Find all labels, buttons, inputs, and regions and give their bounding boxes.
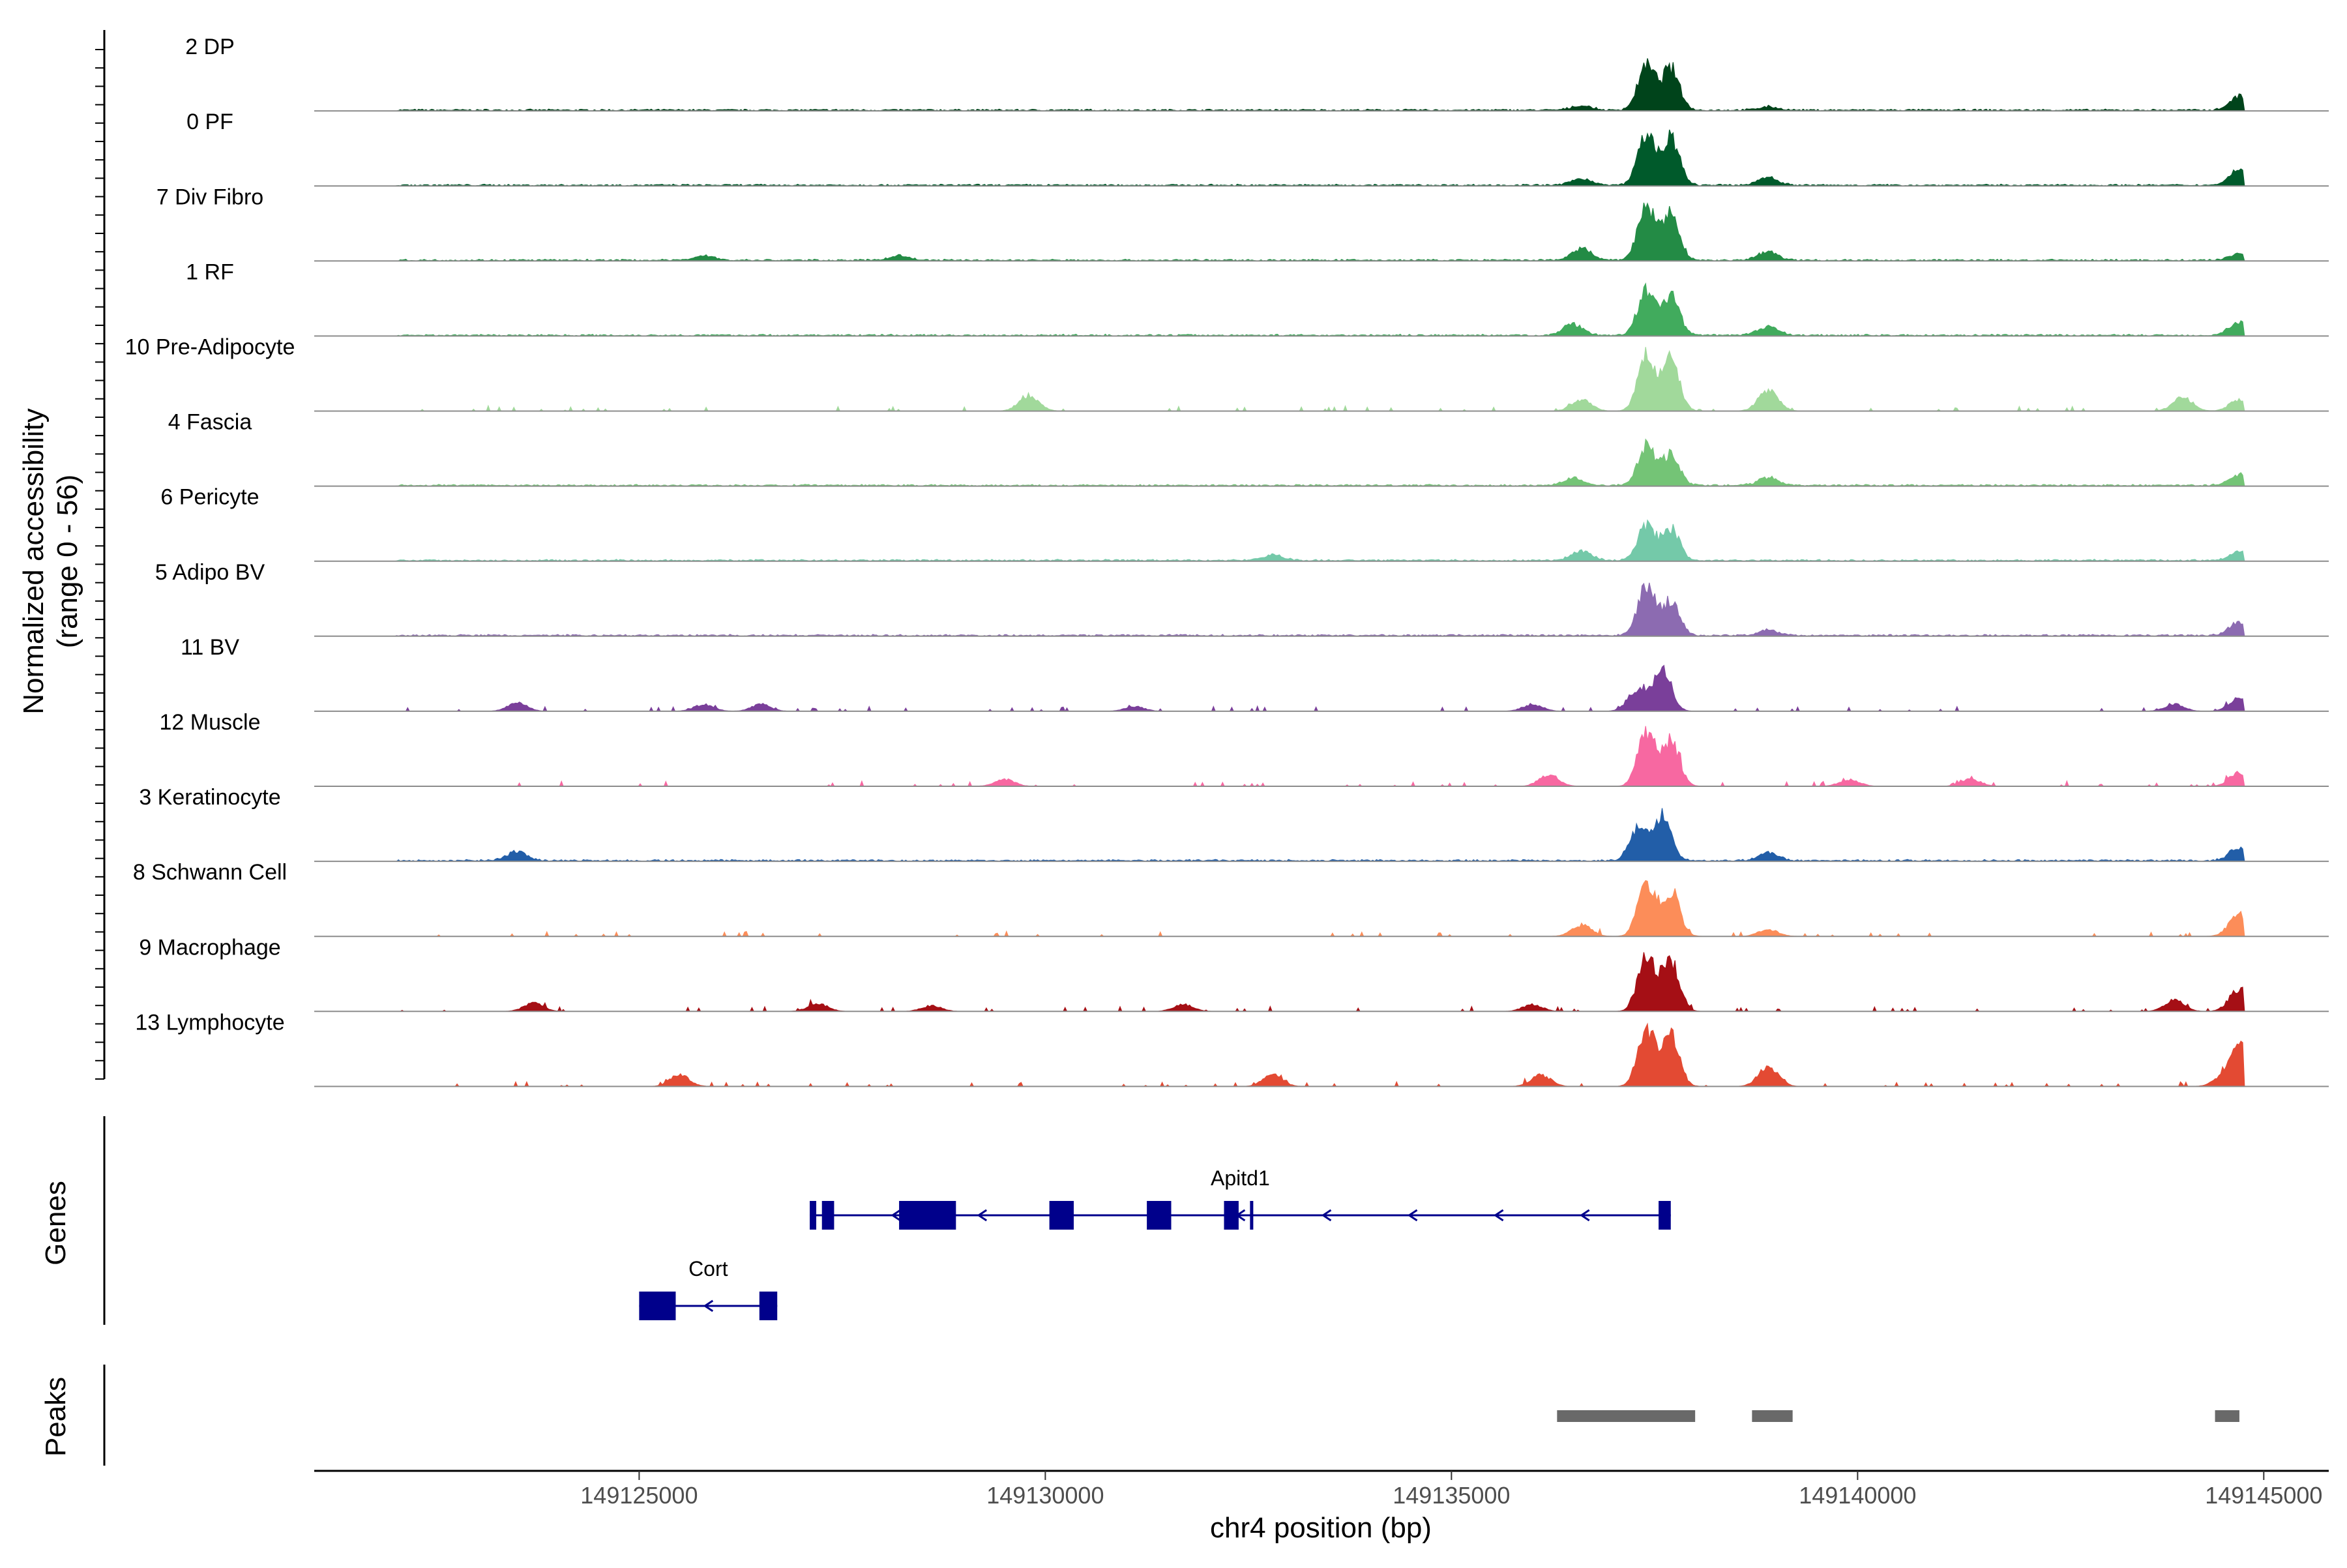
track-0-pf: 0 PF <box>186 110 2329 187</box>
coverage-area <box>314 438 2329 487</box>
exon <box>639 1292 676 1320</box>
track-label: 13 Lymphocyte <box>135 1010 284 1035</box>
coverage-area <box>314 58 2329 111</box>
peak-region <box>1752 1410 1793 1422</box>
track-12-muscle: 12 Muscle <box>160 710 2329 787</box>
y-axis-range-label: (range 0 - 56) <box>52 475 83 649</box>
peak-region <box>2215 1410 2239 1422</box>
track-4-fascia: 4 Fascia <box>168 410 2329 487</box>
track-10-pre-adipocyte: 10 Pre-Adipocyte <box>125 335 2329 412</box>
exon <box>1659 1201 1671 1230</box>
strand-arrow <box>703 1299 714 1312</box>
genes-track-label: Genes <box>40 1181 72 1265</box>
track-label: 10 Pre-Adipocyte <box>125 335 295 360</box>
track-label: 1 RF <box>186 259 234 284</box>
coverage-area <box>314 129 2329 186</box>
x-tick-label: 149130000 <box>986 1482 1104 1509</box>
track-label: 5 Adipo BV <box>155 560 265 585</box>
track-1-rf: 1 RF <box>186 259 2329 337</box>
coverage-area <box>314 519 2329 562</box>
track-label: 7 Div Fibro <box>156 185 263 209</box>
strand-arrow <box>1579 1209 1590 1222</box>
track-11-bv: 11 BV <box>181 635 2329 713</box>
track-13-lymphocyte: 13 Lymphocyte <box>135 1010 2329 1087</box>
track-label: 9 Macrophage <box>139 935 280 960</box>
gene-name-label: Cort <box>688 1257 728 1280</box>
strand-arrow <box>1321 1209 1332 1222</box>
coverage-tracks: 2 DP 0 PF 7 Div Fibro 1 RF 10 Pre-Adipocyte 4… <box>125 35 2329 1087</box>
track-8-schwann-cell: 8 Schwann Cell <box>133 860 2329 938</box>
coverage-area <box>314 282 2329 337</box>
strand-arrow <box>891 1209 901 1222</box>
exon <box>1224 1201 1239 1230</box>
peaks-track-label: Peaks <box>40 1377 72 1457</box>
x-tick-label: 149135000 <box>1393 1482 1510 1509</box>
track-3-keratinocyte: 3 Keratinocyte <box>139 785 2329 863</box>
coverage-area <box>314 726 2329 787</box>
coverage-area <box>314 1022 2329 1087</box>
gene-name-label: Apitd1 <box>1211 1166 1270 1190</box>
peak-region <box>1557 1410 1696 1422</box>
track-6-pericyte: 6 Pericyte <box>160 485 2329 562</box>
x-tick-label: 149140000 <box>1799 1482 1916 1509</box>
strand-arrow <box>977 1209 988 1222</box>
x-axis-title: chr4 position (bp) <box>1210 1512 1432 1544</box>
track-label: 0 PF <box>186 110 233 134</box>
exon <box>1250 1201 1254 1230</box>
coverage-area <box>314 202 2329 262</box>
track-9-macrophage: 9 Macrophage <box>139 935 2329 1013</box>
coverage-area <box>314 808 2329 862</box>
x-tick-label: 149125000 <box>580 1482 698 1509</box>
y-axis-title: Normalized accessibility <box>18 408 50 714</box>
track-label: 11 BV <box>181 635 239 660</box>
coverage-area <box>314 664 2329 713</box>
track-2-dp: 2 DP <box>185 35 2329 112</box>
gene-track: Apitd1 Cort <box>103 1116 1671 1325</box>
track-label: 4 Fascia <box>168 410 252 435</box>
coverage-area <box>314 582 2329 637</box>
peaks-track <box>103 1365 2239 1466</box>
x-tick-label: 149145000 <box>2205 1482 2322 1509</box>
track-7-div-fibro: 7 Div Fibro <box>156 185 2329 262</box>
track-label: 2 DP <box>185 35 235 59</box>
coverage-area <box>314 880 2329 938</box>
exon <box>821 1201 834 1230</box>
exon <box>1049 1201 1074 1230</box>
gene-cort: Cort <box>639 1257 778 1320</box>
exon <box>1147 1201 1172 1230</box>
track-5-adipo-bv: 5 Adipo BV <box>155 560 2329 637</box>
exon <box>759 1292 778 1320</box>
track-label: 3 Keratinocyte <box>139 785 280 810</box>
strand-arrow <box>1407 1209 1418 1222</box>
track-label: 8 Schwann Cell <box>133 860 287 885</box>
strand-arrow <box>1493 1209 1504 1222</box>
track-label: 12 Muscle <box>160 710 261 735</box>
x-axis: 149125000 149130000 149135000 149140000 1491… <box>314 1470 2329 1509</box>
coverage-y-axis <box>95 30 106 1080</box>
gene-apitd1: Apitd1 <box>810 1166 1671 1230</box>
exon <box>899 1201 956 1230</box>
coverage-area <box>314 952 2329 1013</box>
track-label: 6 Pericyte <box>160 485 259 510</box>
coverage-area <box>314 347 2329 412</box>
exon <box>810 1201 817 1230</box>
